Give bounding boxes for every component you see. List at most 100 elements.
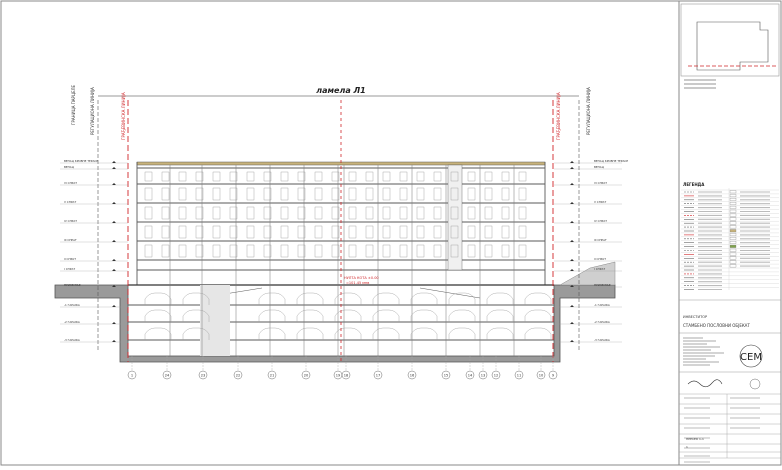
window xyxy=(297,244,306,258)
axis-bubble xyxy=(198,370,208,380)
axis-bubble xyxy=(441,370,451,380)
car xyxy=(524,292,552,305)
window xyxy=(450,225,459,239)
window xyxy=(365,187,374,201)
car xyxy=(334,309,362,322)
window xyxy=(467,206,476,220)
vertical-label-2: РЕГУЛАЦИОНА ЛИНИЈА xyxy=(90,87,95,135)
legend-swatch xyxy=(729,229,737,233)
axis-label: 10 xyxy=(539,374,544,378)
window xyxy=(297,225,306,239)
legend-swatch xyxy=(729,209,737,213)
window xyxy=(263,187,272,201)
axis-label: 13 xyxy=(481,374,486,378)
window xyxy=(433,206,442,220)
window xyxy=(365,206,374,220)
legend-swatch xyxy=(729,264,737,268)
window xyxy=(280,206,289,220)
car xyxy=(144,292,172,305)
car xyxy=(296,292,324,305)
window xyxy=(178,206,187,220)
window xyxy=(314,187,323,201)
window xyxy=(331,171,340,182)
car xyxy=(144,309,172,322)
axis-label: 15 xyxy=(444,374,449,378)
window xyxy=(263,225,272,239)
axis-label: 21 xyxy=(270,374,275,378)
level-marker xyxy=(112,161,116,163)
drawing-title: ламела Л1 xyxy=(316,86,365,95)
project-name: СТАМБЕНО ПОСЛОВНИ ОБЈЕКАТ xyxy=(683,323,750,328)
level-label-left: ПРИЗЕМЉЕ xyxy=(64,283,81,287)
car xyxy=(334,292,362,305)
window xyxy=(518,244,527,258)
level-marker xyxy=(570,221,574,223)
axis-label: 23 xyxy=(201,374,206,378)
axis-label: 12 xyxy=(494,374,499,378)
car xyxy=(334,327,362,340)
level-marker xyxy=(112,202,116,204)
project-heading: ИНВЕСТИТОР xyxy=(683,315,707,319)
window xyxy=(195,187,204,201)
window xyxy=(263,244,272,258)
window xyxy=(484,225,493,239)
basement-box xyxy=(127,284,555,357)
window xyxy=(399,171,408,182)
axis-label: 11 xyxy=(517,374,522,378)
zero-level-note: НУЛТА КОТА ±0.00 xyxy=(344,276,379,280)
level-marker xyxy=(570,340,574,342)
axis-label: 17 xyxy=(376,374,381,378)
legend-swatch xyxy=(729,202,737,205)
window xyxy=(433,225,442,239)
sheet-number: 1 xyxy=(686,445,688,449)
legend-swatch xyxy=(729,244,737,248)
window xyxy=(178,225,187,239)
legend-swatch xyxy=(729,233,737,237)
stamp xyxy=(749,378,761,390)
legend-swatch xyxy=(729,237,737,240)
legend-swatch xyxy=(729,252,737,256)
project-info-text xyxy=(683,337,724,366)
window xyxy=(433,187,442,201)
window xyxy=(382,244,391,258)
legend-swatch xyxy=(729,225,737,229)
axis-label: 22 xyxy=(236,374,241,378)
window xyxy=(382,171,391,182)
legend-swatch xyxy=(729,194,737,198)
window xyxy=(263,206,272,220)
window xyxy=(161,225,170,239)
level-labels-right: ВЕНАЦ КРОВНЕ ТЕРАСЕ ВЕНАЦ VI СПРАТ V СПРАТ I… xyxy=(554,159,628,343)
window xyxy=(416,244,425,258)
axis-bubble xyxy=(478,370,488,380)
window xyxy=(314,171,323,182)
level-label-right: -3 ГАРАЖА xyxy=(594,338,610,342)
window xyxy=(348,225,357,239)
stair-core xyxy=(200,285,230,356)
window xyxy=(348,244,357,258)
level-label-right: I СПРАТ xyxy=(594,267,605,271)
window xyxy=(212,206,221,220)
level-marker xyxy=(112,269,116,271)
window xyxy=(348,206,357,220)
window xyxy=(161,244,170,258)
window xyxy=(518,171,527,182)
window xyxy=(348,187,357,201)
axis-bubble xyxy=(407,370,417,380)
car xyxy=(410,292,438,305)
legend-swatch xyxy=(729,256,737,260)
legend-swatch xyxy=(729,190,737,194)
level-marker xyxy=(112,221,116,223)
window xyxy=(416,187,425,201)
window xyxy=(331,187,340,201)
level-label-right: ВЕНАЦ КРОВНЕ ТЕРАСЕ xyxy=(594,159,628,163)
car xyxy=(372,327,400,340)
window xyxy=(229,187,238,201)
window xyxy=(195,171,204,182)
legend-swatch xyxy=(729,260,737,264)
axis-label: 24 xyxy=(165,374,170,378)
window xyxy=(246,187,255,201)
parking-cars xyxy=(144,292,552,340)
car xyxy=(372,292,400,305)
